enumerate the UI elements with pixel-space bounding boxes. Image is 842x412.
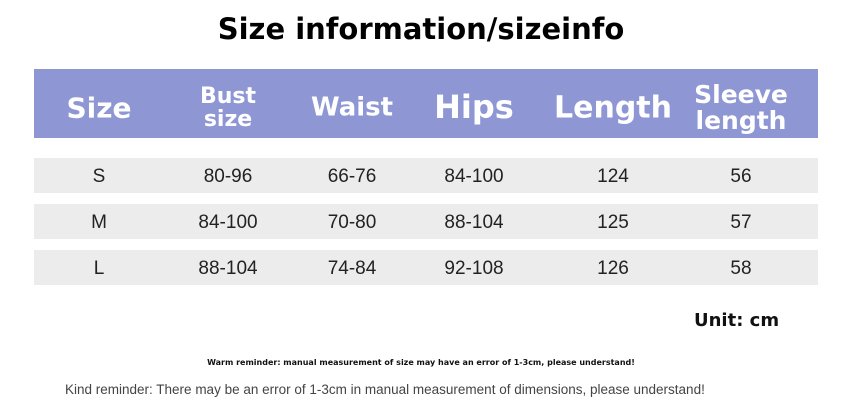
table-cell: M	[91, 212, 107, 233]
table-cell: 56	[730, 166, 752, 187]
header-cell: Bust size	[199, 83, 257, 132]
table-row	[34, 250, 818, 285]
table-cell: 80-96	[203, 166, 253, 187]
table-cell: 70-80	[327, 212, 377, 233]
table-cell: 84-100	[444, 166, 504, 187]
kind-reminder: Kind reminder: There may be an error of …	[65, 382, 705, 397]
table-cell: 126	[597, 258, 629, 279]
table-cell: 125	[597, 212, 629, 233]
table-row	[34, 204, 818, 239]
table-cell: 58	[730, 258, 752, 279]
table-cell: S	[92, 166, 106, 187]
table-cell: 88-104	[198, 258, 258, 279]
table-cell: 84-100	[198, 212, 258, 233]
warm-reminder: Warm reminder: manual measurement of siz…	[207, 358, 635, 367]
table-row	[34, 158, 818, 193]
table-cell: 66-76	[327, 166, 377, 187]
header-cell: Length	[554, 90, 672, 126]
header-cell: Hips	[434, 88, 514, 127]
title: Size information/sizeinfo	[217, 12, 625, 46]
table-cell: 124	[597, 166, 629, 187]
table-cell: 57	[730, 212, 752, 233]
table-cell: 74-84	[327, 258, 377, 279]
header-cell: Sleeve length	[694, 79, 788, 135]
table-cell: 92-108	[444, 258, 504, 279]
header-cell: Size	[66, 91, 132, 125]
table-cell: L	[93, 258, 105, 279]
table-header	[34, 69, 818, 138]
table-cell: 88-104	[444, 212, 504, 233]
unit: Unit: cm	[694, 310, 780, 331]
header-cell: Waist	[310, 92, 394, 123]
